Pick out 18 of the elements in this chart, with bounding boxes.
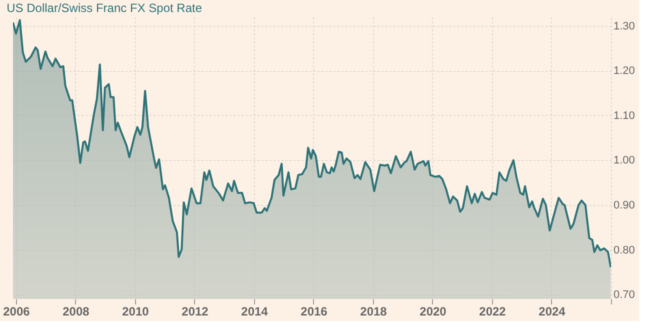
y-tick-label: 1.00 (614, 154, 635, 167)
x-tick-label: 2008 (62, 304, 90, 318)
x-tick-label: 2012 (182, 304, 209, 318)
y-tick-label: 0.70 (614, 289, 635, 302)
x-tick-label: 2014 (241, 304, 268, 318)
chart-title: US Dollar/Swiss Franc FX Spot Rate (6, 1, 202, 15)
x-tick-label: 2018 (360, 304, 388, 318)
x-tick-label: 2024 (538, 304, 566, 318)
y-tick-label: 0.80 (614, 244, 635, 256)
x-tick-label: 2016 (300, 304, 328, 318)
x-tick-label: 2022 (479, 304, 506, 318)
y-tick-label: 1.10 (614, 110, 635, 122)
x-tick-label: 2020 (420, 304, 447, 318)
y-tick-label: 1.30 (614, 20, 635, 32)
y-tick-label: 0.90 (614, 200, 635, 212)
x-tick-label: 2006 (3, 304, 30, 318)
x-tick-label: 2010 (122, 304, 150, 318)
y-tick-label: 1.20 (614, 65, 635, 78)
